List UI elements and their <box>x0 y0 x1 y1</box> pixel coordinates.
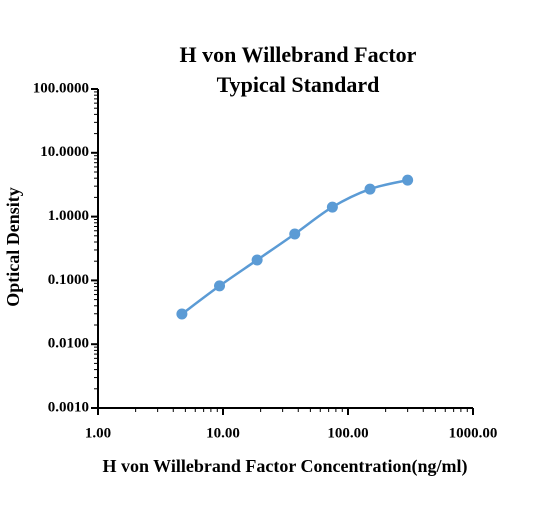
data-point <box>251 254 263 266</box>
data-point <box>402 174 414 186</box>
data-point <box>326 201 338 213</box>
data-point <box>364 183 376 195</box>
x-tick-label: 100.00 <box>327 425 368 441</box>
chart-title: H von Willebrand Factor <box>180 42 417 67</box>
x-tick-label: 10.00 <box>206 425 240 441</box>
y-tick-label: 1.0000 <box>48 208 89 224</box>
y-axis-label: Optical Density <box>3 187 23 307</box>
y-tick-label: 0.1000 <box>48 272 89 288</box>
chart-title: Typical Standard <box>217 72 380 97</box>
x-tick-label: 1.00 <box>85 425 111 441</box>
y-tick-label: 0.0010 <box>48 399 89 415</box>
x-tick-label: 1000.00 <box>449 425 498 441</box>
y-tick-label: 100.0000 <box>33 80 89 96</box>
y-tick-label: 0.0100 <box>48 336 89 352</box>
x-axis-label: H von Willebrand Factor Concentration(ng… <box>102 456 467 477</box>
data-point <box>176 308 188 320</box>
y-tick-label: 10.0000 <box>40 144 89 160</box>
data-point <box>289 228 301 240</box>
series-line <box>181 178 408 316</box>
data-point <box>214 280 226 292</box>
